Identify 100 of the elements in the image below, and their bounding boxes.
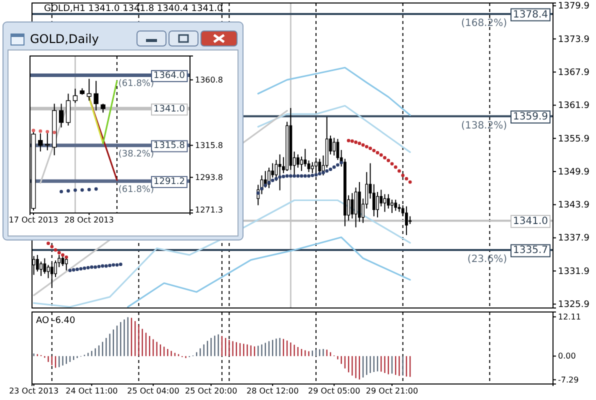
ref-line-label: 1341.0	[513, 216, 548, 227]
point	[408, 180, 412, 184]
candlestick	[310, 162, 314, 174]
point	[314, 173, 318, 177]
point	[79, 267, 83, 270]
x-tick-label: 25 Oct 04:00	[127, 386, 180, 396]
y-tick-label: 1361.9	[558, 101, 590, 112]
candlestick	[45, 132, 50, 151]
point	[50, 244, 54, 248]
point	[94, 187, 98, 191]
annotation: (138.2%)	[461, 120, 508, 132]
candlestick	[296, 154, 300, 168]
point	[74, 188, 77, 192]
point	[364, 144, 368, 148]
point	[108, 264, 112, 268]
point	[260, 186, 264, 190]
ref-line-label: 1359.9	[513, 112, 548, 123]
point	[372, 148, 376, 152]
point	[118, 262, 122, 266]
point	[336, 163, 340, 167]
point	[379, 153, 383, 157]
point	[307, 174, 310, 178]
point	[112, 263, 116, 267]
point	[61, 253, 64, 257]
y-tick-label: 1331.9	[558, 266, 590, 277]
point	[354, 140, 358, 144]
point	[80, 188, 84, 192]
candlestick	[72, 88, 78, 104]
x-tick-label: 28 Oct 12:00	[246, 386, 299, 396]
candlestick	[376, 191, 379, 218]
point	[340, 160, 344, 164]
point	[72, 268, 76, 272]
point	[66, 189, 70, 193]
candlestick	[40, 261, 42, 276]
text: AO -6.40	[36, 316, 76, 326]
point	[274, 177, 278, 180]
point	[346, 138, 350, 142]
candlestick	[38, 132, 43, 152]
point	[383, 156, 386, 160]
candlestick	[36, 254, 39, 272]
y-tick-label: 12.11	[558, 312, 581, 322]
y-tick-label: 1325.9	[558, 300, 590, 310]
point	[310, 174, 314, 178]
point	[90, 265, 94, 269]
y-tick-label: 1293.8	[195, 172, 223, 182]
point	[322, 170, 325, 174]
annotation: (23.6%)	[467, 254, 508, 265]
candlestick	[350, 192, 354, 219]
point	[60, 190, 64, 194]
candlestick	[332, 137, 336, 156]
point	[68, 268, 72, 272]
point	[401, 174, 405, 178]
y-tick-label: -7.29	[558, 375, 579, 384]
candlestick	[304, 148, 307, 168]
point	[97, 264, 101, 268]
point	[282, 174, 286, 178]
y-tick-label: 1379.9	[558, 2, 590, 12]
point	[398, 169, 401, 173]
point	[46, 242, 50, 246]
point	[267, 180, 271, 184]
point	[325, 169, 329, 173]
point	[52, 130, 56, 134]
point	[386, 158, 390, 162]
y-tick-label: 1349.9	[558, 167, 590, 178]
candlestick	[394, 199, 398, 212]
y-tick-label: 1360.8	[195, 75, 223, 84]
point	[404, 177, 408, 180]
candlestick	[58, 103, 64, 128]
point	[264, 184, 268, 188]
point	[87, 188, 91, 192]
point	[54, 248, 58, 252]
y-tick-label: 1355.9	[558, 134, 590, 144]
annotation: (168.2%)	[461, 18, 508, 30]
ref-line-label: 1291.2	[154, 177, 185, 188]
point	[32, 128, 36, 132]
x-tick-label: 28 Oct 2013	[64, 216, 114, 225]
point	[285, 174, 289, 178]
ref-line-label: 1335.7	[513, 245, 548, 256]
point	[270, 178, 274, 182]
point	[94, 265, 98, 269]
point	[376, 151, 380, 154]
ref-line-label: 1341.0	[154, 104, 186, 115]
y-tick-label: 1343.9	[558, 200, 590, 211]
annotation: (61.8%)	[118, 79, 154, 90]
chart-title: GOLD,Daily	[30, 32, 99, 46]
y-tick-label: 1315.8	[195, 140, 223, 150]
x-tick-label: 29 Oct 21:00	[366, 386, 418, 396]
y-tick-label: 1367.9	[558, 68, 590, 78]
x-tick-label: 23 Oct 2013	[9, 386, 59, 396]
point	[64, 255, 68, 259]
candlestick	[390, 199, 394, 214]
x-tick-label: 25 Oct 20:00	[185, 386, 238, 396]
ref-line-label: 1364.0	[154, 71, 186, 82]
point	[296, 174, 300, 178]
line-series	[257, 66, 411, 116]
point	[390, 162, 394, 166]
candlestick	[354, 187, 358, 228]
point	[76, 268, 79, 272]
y-tick-label: 1373.9	[558, 34, 590, 45]
point	[292, 174, 296, 178]
